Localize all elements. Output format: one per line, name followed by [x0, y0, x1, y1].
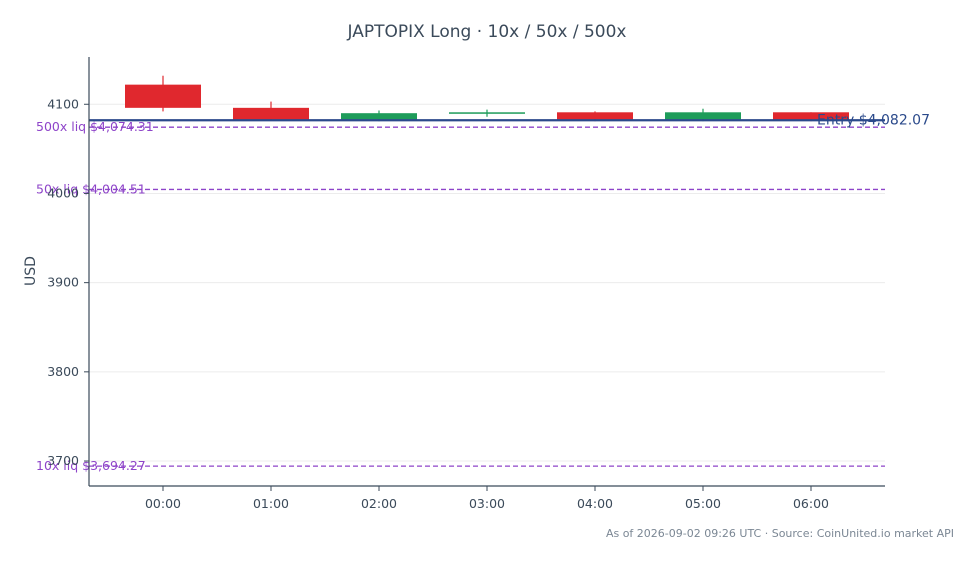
x-tick-label-1: 01:00: [253, 496, 289, 511]
candle-body-1: [233, 107, 309, 120]
y-tick-label-3700: 3700: [47, 453, 79, 468]
y-tick-label-3900: 3900: [47, 275, 79, 290]
y-tick-label-3800: 3800: [47, 364, 79, 379]
x-tick-label-2: 02:00: [361, 496, 397, 511]
x-tick-label-0: 00:00: [145, 496, 181, 511]
candle-body-2: [341, 113, 417, 120]
x-tick-label-3: 03:00: [469, 496, 505, 511]
y-axis-label: USD: [23, 256, 39, 286]
y-tick-label-4000: 4000: [47, 185, 79, 200]
liquidation-label-1: 50x liq $4,004.51: [36, 181, 146, 196]
entry-line-group: Entry $4,082.07: [89, 112, 930, 128]
liquidation-label-2: 10x liq $3,694.27: [36, 458, 146, 473]
candle-body-5: [665, 112, 741, 120]
candle-body-4: [557, 112, 633, 120]
y-tick-label-4100: 4100: [47, 96, 79, 111]
x-tick-label-5: 05:00: [685, 496, 721, 511]
x-tick-label-6: 06:00: [793, 496, 829, 511]
liquidation-lines: 500x liq $4,074.31 50x liq $4,004.51 10x l…: [36, 119, 885, 473]
candle-body-3: [449, 112, 525, 114]
x-tick-label-4: 04:00: [577, 496, 613, 511]
grid-lines: [89, 103, 885, 462]
candles: [125, 75, 849, 122]
entry-label: Entry $4,082.07: [817, 112, 930, 128]
candle-body-0: [125, 84, 201, 108]
candle-body-6: [773, 112, 849, 120]
chart-title: JAPTOPIX Long · 10x / 50x / 500x: [347, 22, 627, 42]
footer-source: As of 2026-09-02 09:26 UTC · Source: Coi…: [606, 527, 954, 540]
axes: 3700 3800 3900 4000 4100 00:00 01:00 02:00 03:00…: [47, 57, 885, 511]
liquidation-label-0: 500x liq $4,074.31: [36, 119, 154, 134]
